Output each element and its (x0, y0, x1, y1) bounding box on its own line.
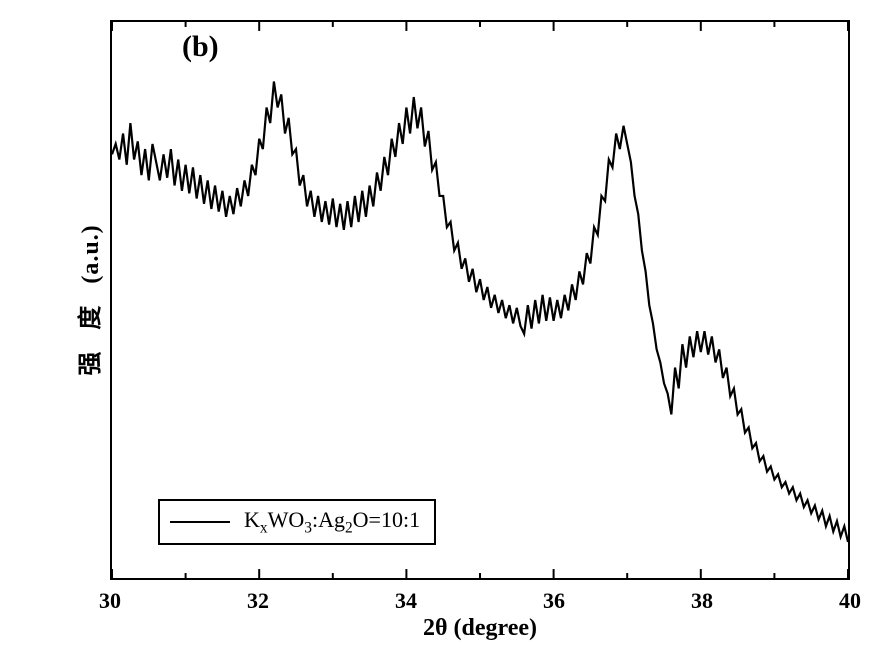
y-axis-label-unit: (a.u.) (78, 224, 104, 283)
legend-text: KxWO3:Ag2O=10:1 (244, 507, 420, 532)
x-tick-label: 40 (839, 588, 861, 614)
x-tick-label: 36 (543, 588, 565, 614)
x-axis-label-symbol: 2θ (423, 615, 448, 641)
legend: KxWO3:Ag2O=10:1 (158, 499, 436, 545)
plot-area: (b) KxWO3:Ag2O=10:1 (110, 20, 850, 580)
x-axis-label: 2θ (degree) (110, 615, 850, 642)
y-axis-label-main: 强 度 (78, 298, 104, 376)
x-tick-label: 34 (395, 588, 417, 614)
y-axis-label: 强 度 (a.u.) (70, 224, 105, 375)
xrd-chart: 强 度 (a.u.) (b) KxWO3:Ag2O=10:1 30 32 34 36 3… (0, 0, 885, 654)
legend-line-icon (170, 521, 230, 524)
axis-ticks (112, 22, 848, 578)
x-axis-label-unit: (degree) (454, 615, 538, 641)
x-tick-label: 30 (99, 588, 121, 614)
x-tick-label: 38 (691, 588, 713, 614)
panel-label: (b) (182, 30, 219, 64)
x-tick-label: 32 (247, 588, 269, 614)
